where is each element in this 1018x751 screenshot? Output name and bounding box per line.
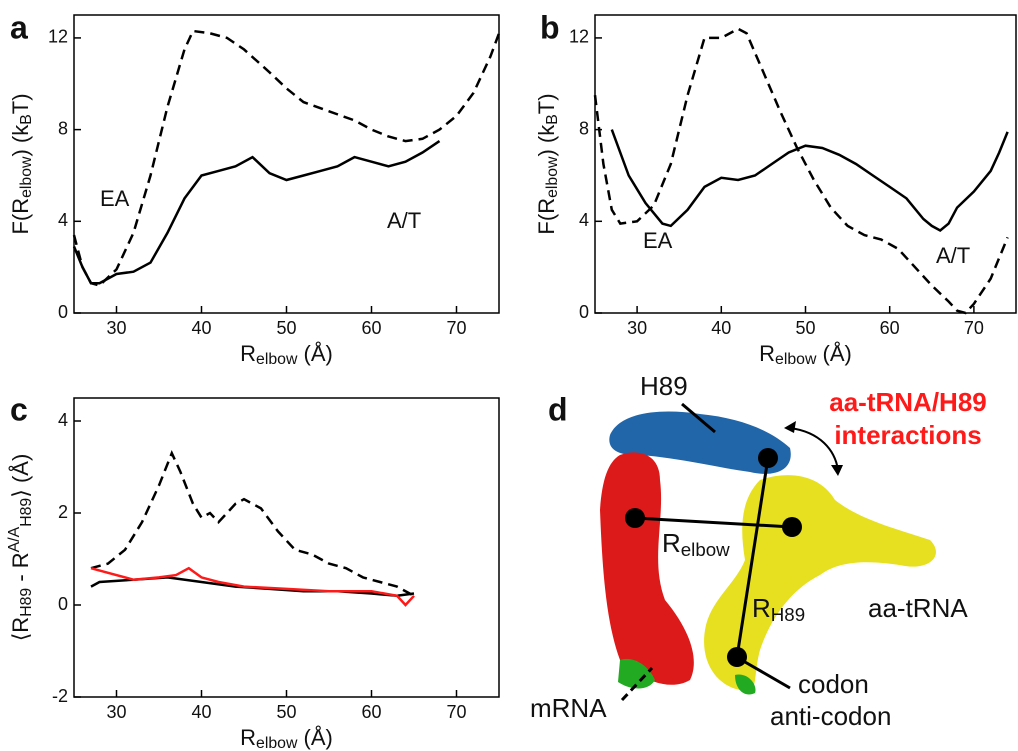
label-part: F(R — [8, 198, 33, 235]
annotation: EA — [100, 186, 130, 211]
x-axis-label: Relbow (Å) — [759, 341, 852, 368]
label-part: ) (k — [534, 124, 559, 157]
label-part: elbow — [775, 351, 817, 368]
label-part: elbow — [544, 156, 561, 198]
x-tick-label: 60 — [361, 318, 381, 338]
mrna-trna-red — [600, 452, 694, 684]
x-tick-label: 70 — [446, 702, 466, 722]
y-tick-label: 0 — [579, 302, 589, 322]
y-tick-label: 4 — [58, 210, 68, 230]
interaction-label: interactions — [834, 420, 981, 450]
y-tick-label: 0 — [58, 594, 68, 614]
series-line — [595, 29, 1008, 313]
interaction-label: aa-tRNA/H89 — [829, 387, 987, 417]
x-tick-label: 60 — [361, 702, 381, 722]
x-tick-label: 40 — [191, 702, 211, 722]
figure: d H89 aa-tRNA/H89 interactions Relbow RH… — [0, 0, 1018, 751]
panel-label: b — [540, 9, 560, 45]
series-line — [91, 453, 414, 596]
y-tick-label: 2 — [58, 502, 68, 522]
label-part: R — [240, 725, 256, 750]
x-tick-label: 40 — [711, 318, 731, 338]
annotation: A/T — [387, 208, 421, 233]
anticodon-label: anti-codon — [770, 701, 891, 731]
label-part: B — [544, 114, 561, 125]
relbow-label: Relbow — [662, 528, 730, 560]
x-tick-label: 60 — [880, 318, 900, 338]
label-part: T) — [8, 93, 33, 114]
series-line — [74, 141, 440, 283]
label-part: (Å) — [816, 341, 851, 366]
label-part: elbow — [681, 539, 730, 560]
label-part: T) — [534, 93, 559, 114]
plot-frame — [74, 398, 499, 697]
x-tick-label: 40 — [191, 318, 211, 338]
label-part: R — [662, 528, 681, 558]
label-part: H89 — [18, 498, 35, 527]
x-axis-label: Relbow (Å) — [240, 341, 333, 368]
y-tick-label: -2 — [52, 686, 68, 706]
x-tick-label: 30 — [106, 702, 126, 722]
y-tick-label: 4 — [579, 210, 589, 230]
arrow — [790, 428, 838, 470]
panel-label: a — [10, 9, 28, 45]
label-part: elbow — [256, 735, 298, 751]
label-part: (Å) — [297, 341, 332, 366]
x-tick-label: 30 — [106, 318, 126, 338]
codon-label: codon — [798, 669, 869, 699]
label-part: F(R — [534, 198, 559, 235]
y-tick-label: 12 — [569, 27, 589, 47]
x-tick-label: 70 — [446, 318, 466, 338]
label-part: ⟨R — [8, 617, 33, 641]
y-tick-label: 4 — [58, 410, 68, 430]
y-tick-label: 8 — [58, 118, 68, 138]
x-axis-label: Relbow (Å) — [240, 725, 333, 751]
label-part: elbow — [256, 351, 298, 368]
y-axis-label: F(Relbow) (kBT) — [534, 93, 561, 234]
series-line — [74, 31, 499, 286]
y-tick-label: 0 — [58, 302, 68, 322]
x-tick-label: 50 — [276, 702, 296, 722]
label-part: ) (k — [8, 124, 33, 157]
y-tick-label: 12 — [48, 27, 68, 47]
label-part: elbow — [18, 156, 35, 198]
x-tick-label: 50 — [276, 318, 296, 338]
x-tick-label: 70 — [964, 318, 984, 338]
label-part: A/A — [6, 526, 23, 552]
annotation: A/T — [936, 243, 970, 268]
h89-label: H89 — [640, 371, 688, 401]
mrna-label: mRNA — [530, 693, 607, 723]
series-line — [91, 568, 414, 605]
y-tick-label: 8 — [579, 118, 589, 138]
label-part: R — [240, 341, 256, 366]
point — [782, 517, 802, 537]
y-axis-label: ⟨RH89 - RA/AH89⟩ (Å) — [6, 454, 35, 642]
label-part: H89 — [771, 604, 805, 625]
x-tick-label: 30 — [627, 318, 647, 338]
label-part: (Å) — [297, 725, 332, 750]
annotation: EA — [643, 228, 673, 253]
panel-label: c — [10, 391, 28, 427]
series-line — [612, 130, 1008, 231]
x-tick-label: 50 — [795, 318, 815, 338]
label-part: H89 — [18, 588, 35, 617]
label-part: - R — [8, 552, 33, 587]
y-axis-label: F(Relbow) (kBT) — [8, 93, 35, 234]
panel-label: d — [548, 391, 568, 427]
label-part: R — [752, 593, 771, 623]
point — [625, 508, 645, 528]
point — [727, 647, 747, 667]
point — [758, 448, 778, 468]
label-part: ⟩ (Å) — [8, 454, 33, 498]
label-part: B — [18, 114, 35, 125]
trna-label: aa-tRNA — [868, 593, 968, 623]
label-part: R — [759, 341, 775, 366]
